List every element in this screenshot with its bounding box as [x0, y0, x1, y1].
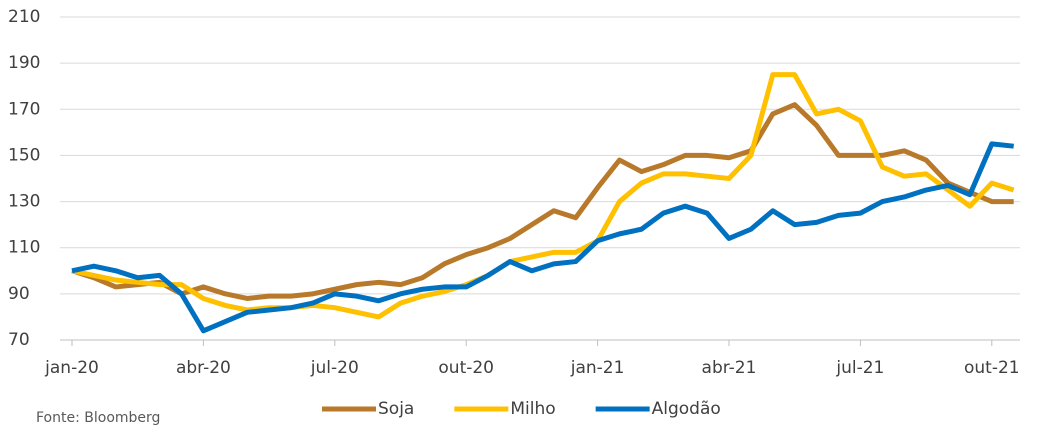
y-tick-label: 170	[8, 99, 40, 119]
x-tick-label: jul-21	[835, 358, 884, 378]
source: Fonte: Bloomberg	[36, 410, 160, 426]
x-tick-label: jan-20	[44, 358, 99, 378]
x-tick-label: jan-21	[570, 358, 625, 378]
series-line	[71, 72, 1015, 320]
x-tick-label: out-21	[964, 358, 1020, 378]
x-tick-label: abr-20	[176, 358, 231, 378]
x-tick-label: out-20	[438, 358, 494, 378]
y-tick-label: 210	[8, 7, 40, 27]
series-line	[71, 102, 1014, 301]
y-tick-label: 130	[8, 192, 40, 212]
legend-label: Milho	[510, 399, 555, 419]
series-line	[71, 141, 1014, 334]
y-tick-label: 190	[8, 53, 40, 73]
y-tick-label: 90	[8, 284, 30, 304]
y-tick-label: 110	[8, 238, 40, 258]
x-tick-label: jul-20	[310, 358, 359, 378]
x-tick-label: abr-21	[702, 358, 757, 378]
legend-label: Soja	[378, 399, 414, 419]
y-tick-label: 70	[8, 330, 30, 350]
y-tick-label: 150	[8, 145, 40, 165]
legend-label: Algodão	[652, 399, 721, 419]
